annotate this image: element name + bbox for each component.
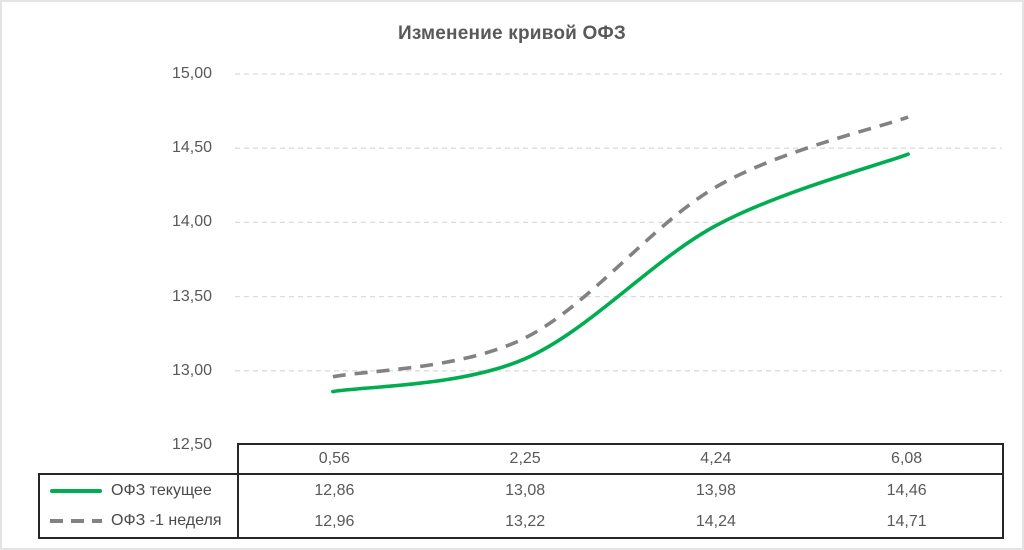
y-axis-tick-label: 13,50 xyxy=(171,288,212,305)
y-axis-tick-label: 15,00 xyxy=(171,65,212,82)
dashed-line-swatch-icon xyxy=(50,519,102,523)
table-cell-value: 12,96 xyxy=(314,512,355,530)
table-cell-value: 14,46 xyxy=(886,481,927,499)
legend-item-week-ago: ОФЗ -1 неделя xyxy=(50,507,237,535)
legend-item-current: ОФЗ текущее xyxy=(50,477,237,505)
x-axis-column-header: 0,56 xyxy=(318,450,350,467)
y-axis-tick-label: 13,00 xyxy=(171,362,212,379)
data-table: 0,56 2,25 4,24 6,08 12,86 13,08 13,98 14… xyxy=(237,443,1004,539)
table-cell-value: 13,22 xyxy=(505,512,546,530)
table-row-current: 12,86 13,08 13,98 14,46 xyxy=(239,475,1002,506)
series-line-current xyxy=(331,152,910,394)
table-cell-value: 14,24 xyxy=(695,512,736,530)
x-axis-column-header: 4,24 xyxy=(700,450,732,467)
chart-title: Изменение кривой ОФЗ xyxy=(398,23,626,44)
legend: ОФЗ текущее ОФЗ -1 неделя xyxy=(38,473,239,539)
solid-line-swatch-icon xyxy=(50,489,102,493)
table-row-week-ago: 12,96 13,22 14,24 14,71 xyxy=(239,506,1002,537)
x-axis-column-header: 2,25 xyxy=(509,450,541,467)
legend-label: ОФЗ -1 неделя xyxy=(111,512,222,529)
x-axis-header-row: 0,56 2,25 4,24 6,08 xyxy=(239,445,1002,475)
y-axis-tick-label: 12,50 xyxy=(171,436,212,453)
y-axis-tick-label: 14,00 xyxy=(171,213,212,230)
y-axis-tick-label: 14,50 xyxy=(171,139,212,156)
table-cell-value: 13,08 xyxy=(505,481,546,499)
table-cell-value: 14,71 xyxy=(886,512,927,530)
legend-label: ОФЗ текущее xyxy=(111,482,212,499)
series-line-week-ago xyxy=(332,115,909,379)
table-cell-value: 12,86 xyxy=(314,481,355,499)
table-cell-value: 13,98 xyxy=(695,481,736,499)
x-axis-column-header: 6,08 xyxy=(891,450,923,467)
